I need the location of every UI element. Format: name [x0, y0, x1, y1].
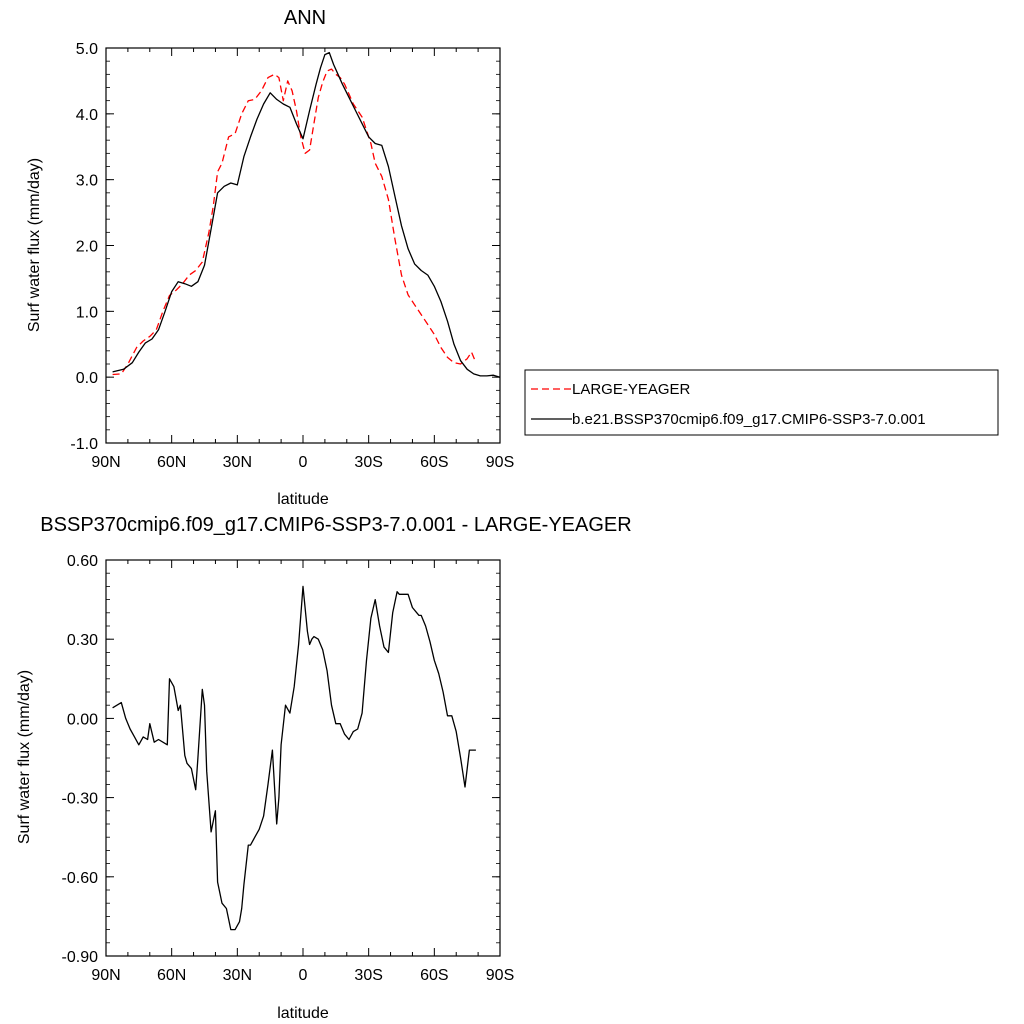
bottom-x-tick-label: 0	[299, 967, 308, 984]
top-x-tick-label: 90N	[91, 454, 120, 471]
bottom-panel: BSSP370cmip6.f09_g17.CMIP6-SSP3-7.0.001 …	[16, 514, 632, 1022]
bottom-y-tick-label: -0.60	[62, 870, 99, 887]
bottom-series-lines	[112, 585, 476, 931]
bottom-x-tick-label: 90N	[91, 967, 120, 984]
bottom-y-tick-label: -0.90	[62, 949, 99, 966]
bottom-y-tick-label: 0.30	[67, 632, 98, 649]
legend-label-bssp370: b.e21.BSSP370cmip6.f09_g17.CMIP6-SSP3-7.…	[572, 411, 926, 428]
bottom-plot-frame	[105, 559, 501, 957]
legend-box	[524, 369, 999, 436]
bottom-series-line-1	[112, 585, 476, 931]
bottom-y-tick-label: 0.60	[67, 553, 98, 570]
top-y-axis-label: Surf water flux (mm/day)	[26, 158, 43, 332]
bottom-y-axis-label: Surf water flux (mm/day)	[16, 670, 33, 844]
top-panel: ANN 90N 60N 30N 0 30S 60S 90S -1.0 0.0 1.0 2.0 3.0 4…	[26, 7, 514, 508]
bottom-y-tick-label: -0.30	[62, 791, 99, 808]
top-series-line-2	[112, 51, 501, 378]
bottom-ticks: 90N 60N 30N 0 30S 60S 90S -0.90 -0.60 -0.30 0.00 0.…	[62, 553, 515, 984]
top-y-tick-label: -1.0	[70, 436, 98, 453]
top-y-tick-label: 0.0	[76, 370, 98, 387]
bottom-y-tick-label: 0.00	[67, 711, 98, 728]
top-x-tick-label: 30N	[223, 454, 252, 471]
top-x-tick-label: 60S	[420, 454, 448, 471]
top-series-line-1	[112, 68, 477, 376]
legend: LARGE-YEAGER b.e21.BSSP370cmip6.f09_g17.…	[524, 369, 999, 436]
top-y-tick-label: 2.0	[76, 239, 98, 256]
top-y-tick-label: 5.0	[76, 41, 98, 58]
top-ticks: 90N 60N 30N 0 30S 60S 90S -1.0 0.0 1.0 2.0 3.0 4.0 5.…	[70, 41, 514, 471]
top-x-tick-label: 0	[299, 454, 308, 471]
bottom-x-tick-label: 30N	[223, 967, 252, 984]
bottom-title: BSSP370cmip6.f09_g17.CMIP6-SSP3-7.0.001 …	[40, 514, 631, 536]
legend-label-large-yeager: LARGE-YEAGER	[572, 381, 691, 398]
top-y-tick-label: 1.0	[76, 304, 98, 321]
top-x-axis-label: latitude	[277, 491, 329, 508]
top-y-tick-label: 3.0	[76, 173, 98, 190]
top-x-tick-label: 30S	[354, 454, 382, 471]
bottom-x-tick-label: 60N	[157, 967, 186, 984]
bottom-x-tick-label: 30S	[354, 967, 382, 984]
top-x-tick-label: 60N	[157, 454, 186, 471]
bottom-x-tick-label: 90S	[486, 967, 514, 984]
top-y-tick-label: 4.0	[76, 107, 98, 124]
top-plot-frame	[105, 47, 501, 444]
bottom-x-tick-label: 60S	[420, 967, 448, 984]
top-title: ANN	[284, 7, 326, 29]
bottom-x-axis-label: latitude	[277, 1005, 329, 1022]
top-x-tick-label: 90S	[486, 454, 514, 471]
top-series-lines	[112, 51, 501, 378]
